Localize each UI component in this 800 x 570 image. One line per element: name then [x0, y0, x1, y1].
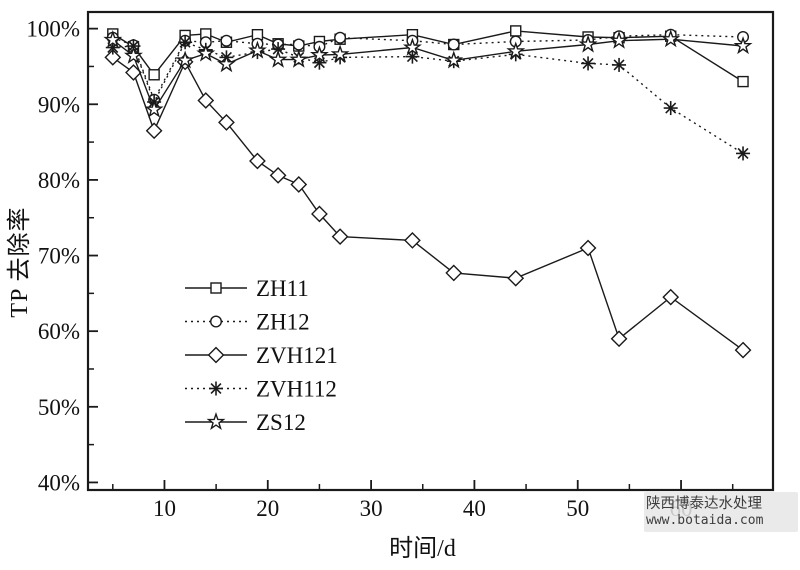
circle-marker: [334, 31, 347, 44]
series-line-ZVH121: [112, 56, 744, 351]
star-marker: [247, 40, 267, 59]
watermark: 陕西博泰达水处理 www.botaida.com: [644, 492, 798, 532]
star-marker: [402, 37, 422, 56]
y-tick-label: 100%: [26, 17, 80, 42]
diamond-marker: [197, 92, 215, 109]
asterisk-marker: [612, 57, 627, 72]
star-marker: [196, 43, 216, 62]
legend-label: ZH11: [256, 276, 309, 301]
asterisk-marker: [581, 56, 596, 71]
diamond-marker: [218, 114, 235, 131]
star-marker: [216, 54, 236, 73]
square-marker: [210, 282, 222, 294]
asterisk-marker: [209, 381, 223, 396]
diamond-marker: [507, 269, 525, 287]
star-marker: [609, 30, 629, 49]
square-marker: [737, 75, 749, 88]
diamond-marker: [734, 341, 752, 359]
y-tick-label: 70%: [38, 244, 80, 269]
diamond-marker: [207, 346, 225, 364]
star-marker: [144, 99, 164, 118]
watermark-company: 陕西博泰达水处理: [646, 496, 762, 512]
square-marker: [510, 25, 522, 37]
watermark-url: www.botaida.com: [646, 513, 764, 528]
legend-item: ZH12: [185, 310, 310, 335]
star-marker: [330, 44, 350, 63]
y-axis-title: TP 去除率: [7, 206, 33, 318]
diamond-marker: [125, 64, 142, 81]
circle-marker: [220, 34, 233, 47]
diamond-marker: [331, 228, 349, 246]
star-marker: [444, 50, 464, 69]
square-marker: [148, 69, 160, 81]
x-tick-label: 30: [360, 496, 383, 521]
legend-label: ZS12: [256, 410, 306, 435]
diamond-marker: [610, 330, 628, 348]
legend-label: ZVH121: [256, 343, 338, 368]
x-tick-label: 50: [566, 496, 589, 521]
series-ZVH121: [104, 48, 752, 359]
plot-frame: [86, 10, 775, 492]
diamond-marker: [445, 264, 463, 282]
diamond-marker: [269, 166, 287, 184]
star-marker: [309, 45, 329, 64]
series-line-ZVH112: [112, 41, 744, 154]
x-tick-label: 20: [256, 496, 279, 521]
legend-label: ZVH112: [256, 377, 337, 402]
series-line-ZH12: [112, 33, 744, 102]
star-marker: [506, 41, 526, 60]
legend-item: ZS12: [185, 410, 306, 435]
x-tick-label: 40: [463, 496, 486, 521]
diamond-marker: [404, 232, 421, 249]
circle-marker: [292, 38, 305, 51]
x-axis-title: 时间/d: [389, 536, 456, 562]
star-marker: [206, 412, 226, 431]
series-ZS12: [103, 29, 753, 118]
star-marker: [733, 36, 753, 55]
legend-item: ZH11: [185, 276, 309, 301]
y-tick-label: 60%: [38, 319, 80, 344]
series-ZH12: [106, 28, 750, 106]
asterisk-marker: [663, 101, 678, 116]
circle-marker: [209, 315, 222, 328]
y-tick-label: 80%: [38, 168, 80, 193]
diamond-marker: [104, 48, 122, 66]
circle-marker: [447, 38, 460, 51]
diamond-marker: [311, 205, 328, 223]
asterisk-marker: [178, 35, 193, 50]
y-tick-label: 50%: [38, 395, 80, 420]
y-tick-label: 90%: [38, 92, 80, 117]
star-marker: [123, 45, 143, 64]
diamond-marker: [249, 152, 266, 170]
star-marker: [289, 49, 309, 68]
star-marker: [175, 50, 195, 69]
asterisk-marker: [736, 146, 751, 161]
asterisk-marker: [405, 49, 420, 64]
diamond-marker: [290, 176, 308, 193]
x-tick-label: 10: [153, 496, 176, 521]
legend-item: ZVH121: [185, 343, 338, 368]
star-marker: [578, 34, 598, 53]
star-marker: [268, 49, 288, 68]
legend: ZH11 ZH12 ZVH121 ZVH112 ZS12: [185, 276, 338, 435]
y-tick-label: 40%: [38, 470, 80, 495]
diamond-marker: [145, 122, 163, 140]
legend-item: ZVH112: [185, 377, 337, 402]
legend-label: ZH12: [256, 310, 310, 335]
star-marker: [103, 30, 123, 49]
star-marker: [661, 29, 681, 48]
diamond-marker: [662, 288, 680, 306]
diamond-marker: [579, 239, 597, 257]
